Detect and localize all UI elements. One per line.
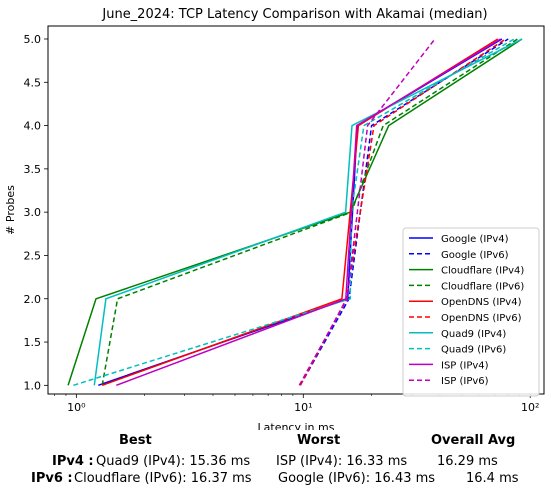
series-line-isp-ipv6 bbox=[298, 38, 436, 386]
y-tick-label: 4.5 bbox=[24, 76, 42, 89]
summary-row-ipv4-worst: ISP (IPv4): 16.33 ms bbox=[276, 454, 408, 469]
legend: Google (IPv4) Google (IPv6) Cloudflare (IP… bbox=[402, 227, 540, 397]
legend-label-isp-ipv4: ISP (IPv4) bbox=[441, 360, 489, 371]
latency-chart: June_2024: TCP Latency Comparison with A… bbox=[4, 7, 545, 430]
x-axis-label: Latency in ms bbox=[258, 421, 335, 430]
summary-header-worst: Worst bbox=[297, 433, 341, 448]
legend-label-quad9-ipv4: Quad9 (IPv4) bbox=[441, 329, 506, 340]
series-layer bbox=[67, 38, 523, 387]
x-tick-label: 10⁰ bbox=[67, 401, 86, 414]
summary-row-ipv6-avg: 16.4 ms bbox=[466, 471, 519, 486]
y-tick-label: 5.0 bbox=[24, 33, 42, 46]
y-tick-label: 1.5 bbox=[24, 336, 42, 349]
y-tick-label: 3.5 bbox=[24, 163, 42, 176]
y-tick-label: 2.5 bbox=[24, 249, 42, 262]
series-line-isp-ipv4 bbox=[116, 38, 501, 387]
legend-label-opendns-ipv4: OpenDNS (IPv4) bbox=[441, 297, 522, 308]
legend-label-quad9-ipv6: Quad9 (IPv6) bbox=[441, 345, 506, 356]
legend-label-isp-ipv6: ISP (IPv6) bbox=[441, 376, 489, 387]
chart-title: June_2024: TCP Latency Comparison with A… bbox=[101, 7, 487, 22]
summary-header-avg: Overall Avg bbox=[431, 433, 516, 448]
plot-frame bbox=[47, 25, 545, 395]
y-tick-label: 1.0 bbox=[24, 379, 42, 392]
legend-label-google-ipv4: Google (IPv4) bbox=[441, 234, 509, 245]
summary-row-ipv6-label: IPv6 : bbox=[31, 471, 73, 486]
summary-row-ipv6-worst: Google (IPv6): 16.43 ms bbox=[278, 471, 436, 486]
y-tick-label: 2.0 bbox=[24, 293, 42, 306]
y-axis-label: # Probes bbox=[4, 185, 17, 235]
summary-row-ipv4-label: IPv4 : bbox=[52, 454, 94, 469]
y-axis: 1.0 1.5 2.0 2.5 3.0 3.5 4.0 4.5 5.0 bbox=[24, 33, 48, 392]
legend-label-cloudflare-ipv6: Cloudflare (IPv6) bbox=[441, 281, 524, 292]
x-tick-label: 10² bbox=[521, 401, 539, 414]
summary-row-ipv4-best: Quad9 (IPv4): 15.36 ms bbox=[96, 454, 251, 469]
legend-label-cloudflare-ipv4: Cloudflare (IPv4) bbox=[441, 266, 524, 277]
x-axis: 10⁰ 10¹ 10² bbox=[54, 394, 539, 414]
legend-label-google-ipv6: Google (IPv6) bbox=[441, 250, 509, 261]
series-line-quad9-ipv4 bbox=[93, 38, 523, 386]
summary-row-ipv6-best: Cloudflare (IPv6): 16.37 ms bbox=[74, 471, 252, 486]
legend-box bbox=[402, 227, 540, 397]
y-tick-label: 3.0 bbox=[24, 206, 42, 219]
x-tick-label: 10¹ bbox=[294, 401, 312, 414]
y-tick-label: 4.0 bbox=[24, 120, 42, 133]
summary-header-best: Best bbox=[119, 433, 152, 448]
legend-label-opendns-ipv6: OpenDNS (IPv6) bbox=[441, 313, 522, 324]
summary-row-ipv4-avg: 16.29 ms bbox=[437, 454, 498, 469]
